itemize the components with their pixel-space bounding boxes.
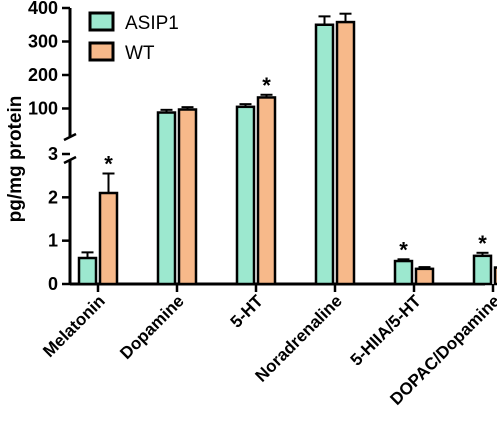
significance-marker-wt-5-ht: *	[262, 73, 271, 98]
bar-asip1-dopac-dopamine	[472, 254, 493, 286]
y-tick-label-upper: 400	[28, 0, 58, 18]
bar-asip1-5-hiia-5-ht	[393, 259, 414, 286]
bar-asip1-5-ht	[235, 105, 256, 286]
legend: ASIP1 WT	[88, 11, 179, 64]
bar-wt-5-ht	[256, 96, 277, 286]
x-category-label: 5-HIIA/5-HT	[347, 291, 426, 370]
bar-wt-dopamine	[177, 108, 198, 286]
legend-label-asip1: ASIP1	[125, 13, 179, 34]
bar-wt-melatonin	[98, 191, 119, 286]
y-tick-label-upper: 200	[28, 65, 58, 85]
bars	[77, 12, 497, 286]
legend-swatch-asip1	[88, 11, 115, 32]
y-tick-label-lower: 0	[48, 274, 58, 294]
bar-wt-5-hiia-5-ht	[414, 267, 435, 286]
y-tick-label-lower: 2	[48, 187, 58, 207]
bar-wt-dopac-dopamine	[493, 266, 497, 286]
significance-marker-wt-melatonin: *	[104, 152, 113, 177]
bar-asip1-melatonin	[77, 256, 98, 286]
legend-label-wt: WT	[125, 43, 155, 64]
x-category-label: Dopamine	[116, 291, 188, 363]
bar-wt-noradrenaline	[335, 20, 356, 286]
y-axis-break-mark-lower	[63, 155, 77, 165]
y-tick-label-lower: 3	[48, 144, 58, 164]
legend-swatch-wt	[88, 41, 115, 62]
significance-marker-asip1-5-hiia-5-ht: *	[399, 237, 408, 262]
y-axis-title: pg/mg protein	[5, 96, 26, 223]
y-tick-label-lower: 1	[48, 231, 58, 251]
x-category-label: 5-HT	[227, 291, 268, 332]
y-tick-label-upper: 100	[28, 99, 58, 119]
y-axis-break-mark-upper	[63, 132, 77, 142]
x-category-label: Melatonin	[39, 291, 109, 361]
y-tick-label-upper: 300	[28, 32, 58, 52]
significance-marker-asip1-dopac-dopamine: *	[478, 231, 487, 256]
bar-asip1-dopamine	[156, 111, 177, 286]
bar-asip1-noradrenaline	[314, 23, 335, 286]
